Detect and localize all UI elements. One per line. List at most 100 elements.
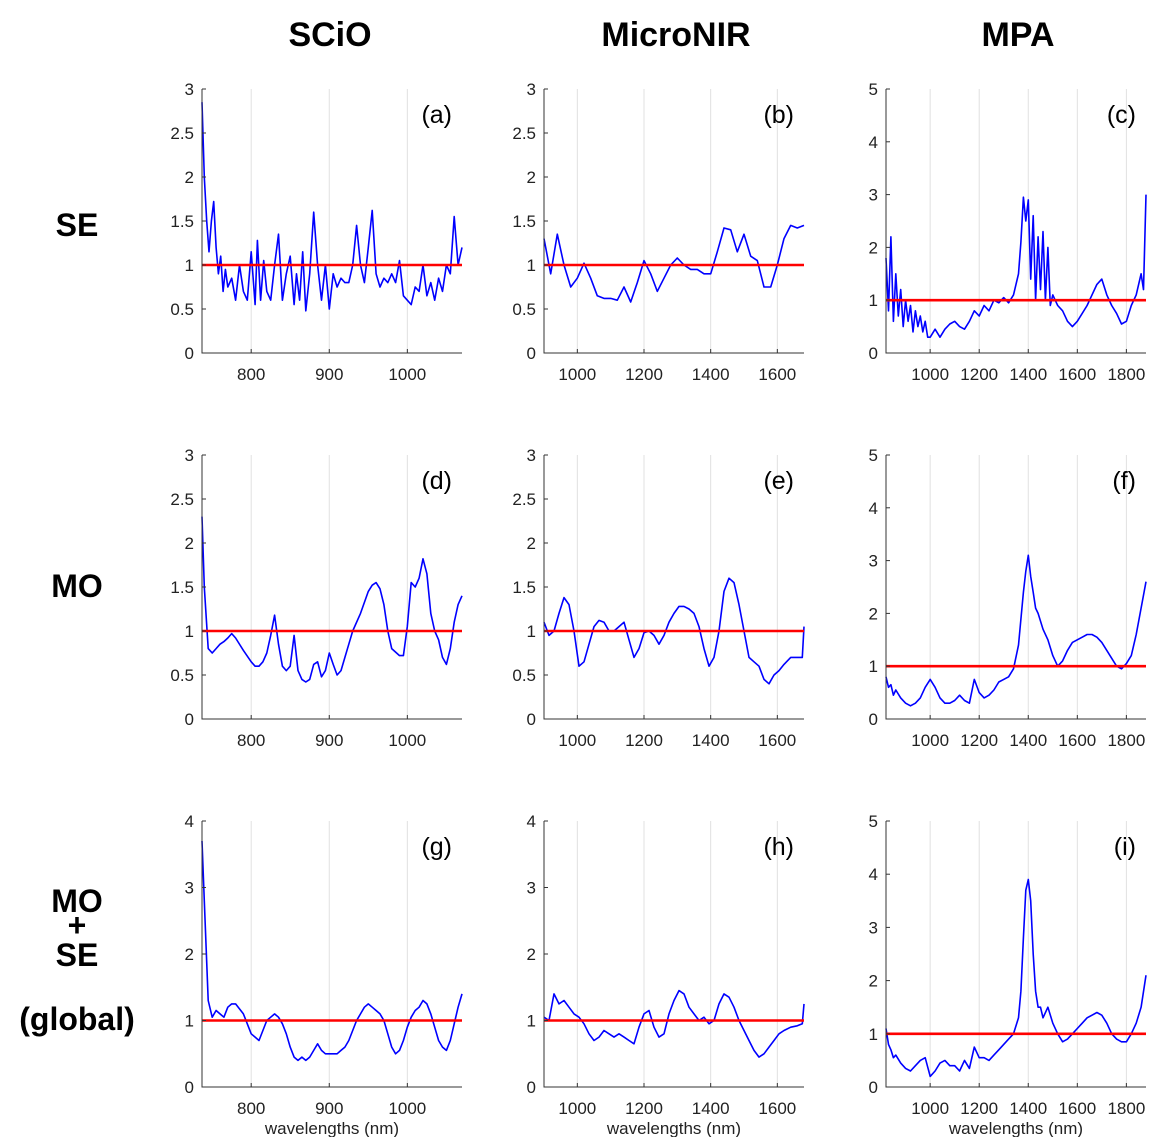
- row-header-line: (global): [19, 1001, 135, 1037]
- y-tick-label: 4: [869, 499, 878, 518]
- y-tick-label: 0.5: [170, 666, 194, 685]
- column-header-mpa: MPA: [981, 16, 1054, 54]
- x-tick-label: 1000: [558, 731, 596, 750]
- x-tick-label: 1400: [1009, 365, 1047, 384]
- y-tick-label: 0: [185, 710, 194, 729]
- x-axis-label: wavelengths (nm): [606, 1119, 741, 1137]
- y-tick-label: 0.5: [170, 300, 194, 319]
- y-tick-label: 3: [869, 918, 878, 937]
- y-tick-label: 2.5: [170, 124, 194, 143]
- row-header-line: SE: [56, 937, 99, 973]
- x-tick-label: 1200: [625, 1099, 663, 1118]
- y-tick-label: 2: [185, 534, 194, 553]
- y-tick-label: 3: [527, 446, 536, 465]
- data-series-line: [885, 878, 1147, 1078]
- y-tick-label: 1: [869, 1025, 878, 1044]
- panel-label: (h): [763, 833, 794, 861]
- y-tick-label: 0: [527, 1078, 536, 1097]
- y-tick-label: 4: [185, 812, 194, 831]
- x-tick-label: 1000: [388, 731, 426, 750]
- data-series-line: [543, 224, 805, 303]
- y-tick-label: 2: [869, 604, 878, 623]
- x-tick-label: 1000: [388, 1099, 426, 1118]
- y-tick-label: 3: [185, 446, 194, 465]
- chart-panel: 0 0.5 1 1.5 2 2.5 3 1000 1200 1400 1600 (b): [512, 80, 805, 384]
- x-axis-label: wavelengths (nm): [948, 1119, 1083, 1137]
- x-tick-label: 1600: [758, 1099, 796, 1118]
- x-tick-label: 1000: [558, 1099, 596, 1118]
- panel-label: (e): [763, 467, 794, 495]
- x-tick-label: 1800: [1107, 731, 1145, 750]
- x-tick-label: 1200: [960, 731, 998, 750]
- y-tick-label: 1: [527, 256, 536, 275]
- x-tick-label: 1400: [1009, 731, 1047, 750]
- y-tick-label: 1: [185, 256, 194, 275]
- data-series-line: [885, 194, 1147, 338]
- row-header-mo-se-global: MO+SE (global): [19, 883, 135, 1037]
- x-tick-label: 1000: [911, 1099, 949, 1118]
- x-tick-label: 1200: [960, 365, 998, 384]
- y-tick-label: 0.5: [512, 300, 536, 319]
- y-tick-label: 4: [869, 133, 878, 152]
- chart-panel: 0 0.5 1 1.5 2 2.5 3 800 900 1000 (d): [170, 446, 463, 750]
- panel-label: (c): [1107, 101, 1136, 129]
- chart-panel: 0 1 2 3 4 5 1000 1200 1400 1600 1800 (c): [869, 80, 1147, 384]
- y-tick-label: 1.5: [170, 578, 194, 597]
- y-tick-label: 4: [869, 865, 878, 884]
- chart-panel: 0 1 2 3 4 5 1000 1200 1400 1600 1800 (i) wavelengths…: [869, 812, 1147, 1137]
- x-tick-label: 1800: [1107, 1099, 1145, 1118]
- y-tick-label: 0.5: [512, 666, 536, 685]
- y-tick-label: 3: [869, 552, 878, 571]
- x-tick-label: 1200: [960, 1099, 998, 1118]
- y-tick-label: 0: [869, 344, 878, 363]
- axis-frame: [885, 821, 1146, 1088]
- y-tick-label: 5: [869, 446, 878, 465]
- panel-label: (a): [421, 101, 452, 129]
- y-tick-label: 2: [869, 972, 878, 991]
- row-header-line: +: [68, 907, 87, 943]
- x-tick-label: 900: [315, 365, 343, 384]
- y-tick-label: 2.5: [512, 124, 536, 143]
- x-tick-label: 1400: [692, 1099, 730, 1118]
- data-series-line: [201, 102, 463, 312]
- y-tick-label: 2: [527, 168, 536, 187]
- y-tick-label: 0: [869, 1078, 878, 1097]
- y-tick-label: 2: [869, 238, 878, 257]
- y-tick-label: 3: [869, 186, 878, 205]
- x-tick-label: 1400: [692, 365, 730, 384]
- y-tick-label: 0: [527, 710, 536, 729]
- y-tick-label: 0: [185, 344, 194, 363]
- x-tick-label: 1600: [1058, 365, 1096, 384]
- chart-panel: 0 0.5 1 1.5 2 2.5 3 800 900 1000 (a): [170, 80, 463, 384]
- x-tick-label: 1600: [758, 365, 796, 384]
- y-tick-label: 5: [869, 812, 878, 831]
- row-header-line: MO: [51, 883, 103, 919]
- y-tick-label: 1: [527, 622, 536, 641]
- y-tick-label: 5: [869, 80, 878, 99]
- x-tick-label: 1600: [758, 731, 796, 750]
- panel-label: (b): [763, 101, 794, 129]
- chart-panel: 0 1 2 3 4 1000 1200 1400 1600 (h) wavelengths (nm): [527, 812, 805, 1137]
- data-series-line: [201, 516, 463, 683]
- y-tick-label: 3: [185, 80, 194, 99]
- y-tick-label: 2: [185, 945, 194, 964]
- y-tick-label: 3: [527, 879, 536, 898]
- x-tick-label: 1600: [1058, 731, 1096, 750]
- y-tick-label: 1: [185, 1012, 194, 1031]
- y-tick-label: 1: [869, 657, 878, 676]
- data-series-line: [543, 989, 805, 1058]
- data-series-line: [885, 554, 1147, 707]
- y-tick-label: 3: [185, 879, 194, 898]
- y-tick-label: 1: [527, 1012, 536, 1031]
- x-tick-label: 1000: [558, 365, 596, 384]
- x-axis-label: wavelengths (nm): [264, 1119, 399, 1137]
- y-tick-label: 2.5: [170, 490, 194, 509]
- y-tick-label: 2: [185, 168, 194, 187]
- x-tick-label: 1200: [625, 365, 663, 384]
- x-tick-label: 800: [237, 731, 265, 750]
- y-tick-label: 1: [869, 291, 878, 310]
- panel-label: (i): [1114, 833, 1136, 861]
- x-tick-label: 900: [315, 731, 343, 750]
